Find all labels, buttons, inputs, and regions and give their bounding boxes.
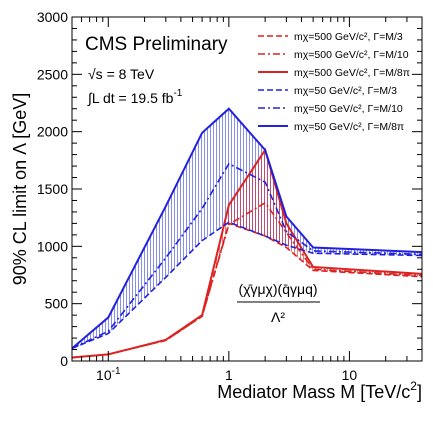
uncertainty-bands: [72, 108, 422, 358]
legend-label-5: mχ=50 GeV/c², Γ=M/10: [294, 103, 403, 115]
operator-formula: (χ̄γμχ)(q̄γμq) Λ²: [237, 281, 320, 325]
y-tick-label: 3000: [37, 9, 68, 25]
series-line-6: [72, 107, 422, 350]
y-tick-label: 2000: [37, 124, 68, 140]
y-tick-label: 0: [60, 353, 68, 369]
x-tick-label: 10-1: [96, 366, 121, 383]
series-line-4: [72, 221, 422, 350]
y-tick-label: 1000: [37, 238, 68, 254]
axis-ticks: 0 500 1000 1500 2000 2500 3000 10-1 1 10: [37, 9, 423, 383]
operator-denominator: Λ²: [271, 309, 285, 325]
legend: mχ=500 GeV/c², Γ=M/3 mχ=500 GeV/c², Γ=M/1…: [258, 31, 410, 133]
svg-text:∫L dt = 19.5 fb-1: ∫L dt = 19.5 fb-1: [87, 88, 183, 106]
energy-label: √s = 8 TeV: [88, 66, 155, 82]
legend-label-4: mχ=50 GeV/c², Γ=M/3: [294, 85, 397, 97]
y-tick-label: 2500: [37, 66, 68, 82]
series-line-3: [72, 147, 422, 359]
legend-label-6: mχ=50 GeV/c², Γ=M/8π: [294, 121, 404, 133]
chart-title: CMS Preliminary: [85, 34, 228, 55]
x-tick-label: 10: [342, 367, 358, 383]
x-tick-label: 1: [225, 367, 233, 383]
y-tick-label: 1500: [37, 181, 68, 197]
series-lines: [72, 107, 422, 359]
operator-numerator: (χ̄γμχ)(q̄γμq): [238, 281, 317, 297]
legend-label-2: mχ=500 GeV/c², Γ=M/10: [294, 49, 409, 61]
x-axis-label: Mediator Mass M [TeV/c2]: [217, 379, 422, 402]
luminosity-label: ∫L dt = 19.5 fb-1: [87, 88, 183, 106]
series-line-5: [72, 162, 422, 350]
band-mchi-500: [72, 150, 422, 358]
x-axis-label-text: Mediator Mass M [TeV/c: [217, 382, 410, 402]
legend-label-3: mχ=500 GeV/c², Γ=M/8π: [294, 67, 410, 79]
y-axis-label: 90% CL limit on Λ [GeV]: [10, 93, 30, 285]
legend-label-1: mχ=500 GeV/c², Γ=M/3: [294, 31, 403, 43]
y-tick-label: 500: [45, 296, 69, 312]
